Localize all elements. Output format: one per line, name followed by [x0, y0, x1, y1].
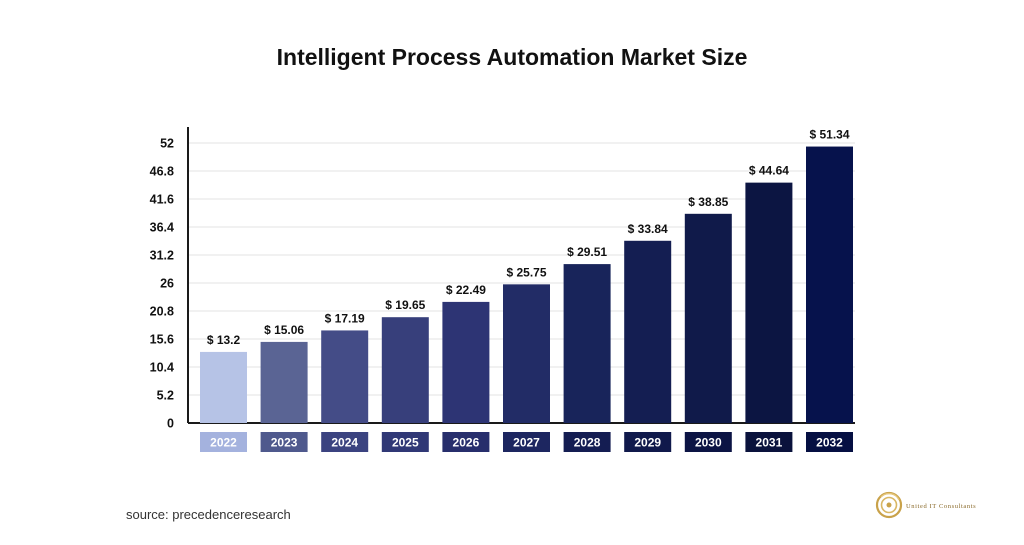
bar	[684, 213, 732, 423]
bar	[381, 317, 429, 423]
bar-value-label: $ 29.51	[567, 245, 607, 259]
bar-value-label: $ 22.49	[446, 283, 486, 297]
x-label-box	[745, 432, 793, 452]
x-tick-label: 2027	[513, 436, 540, 450]
x-tick-label: 2025	[392, 436, 419, 450]
y-tick-label: 41.6	[150, 193, 174, 207]
x-tick-label: 2022	[210, 436, 237, 450]
y-axis: 0 5.2 10.4 15.6 20.8 26 31.2 36.4 41.6 46.8 52	[150, 127, 855, 431]
bar-value-label: $ 33.84	[628, 222, 668, 236]
x-label-box	[503, 432, 550, 452]
bar-value-label: $ 25.75	[506, 265, 546, 279]
bar-value-label: $ 19.65	[385, 298, 425, 312]
bar-value-label: $ 17.19	[325, 311, 365, 325]
bar-value-label: $ 44.64	[749, 164, 789, 178]
source-note: source: precedenceresearch	[126, 507, 291, 522]
x-tick-label: 2028	[574, 436, 601, 450]
x-tick-label: 2030	[695, 436, 722, 450]
bars: $ 13.2 2022 $ 15.06 2023 $ 17.19 2024 $ 19.65 2…	[200, 128, 853, 452]
bar-value-label: $ 38.85	[688, 195, 728, 209]
bar	[321, 330, 369, 423]
x-label-box	[200, 432, 247, 452]
y-tick-label: 15.6	[150, 333, 174, 347]
logo-emblem-icon	[875, 491, 903, 519]
x-tick-label: 2029	[634, 436, 661, 450]
bar	[745, 182, 793, 423]
bar	[806, 146, 853, 424]
bar-value-label: $ 13.2	[207, 333, 241, 347]
x-label-box	[381, 432, 429, 452]
y-tick-label: 52	[160, 137, 174, 151]
x-label-box	[684, 432, 732, 452]
y-tick-label: 10.4	[150, 361, 174, 375]
x-label-box	[806, 432, 853, 452]
y-tick-label: 0	[167, 417, 174, 431]
bar	[503, 284, 550, 423]
x-tick-label: 2023	[271, 436, 298, 450]
x-label-box	[260, 432, 308, 452]
bar	[260, 341, 308, 423]
y-tick-label: 20.8	[150, 305, 174, 319]
x-label-box	[624, 432, 672, 452]
bar	[442, 301, 490, 423]
y-tick-label: 46.8	[150, 165, 174, 179]
chart-title: Intelligent Process Automation Market Si…	[277, 44, 748, 70]
y-tick-label: 5.2	[157, 389, 174, 403]
y-tick-label: 36.4	[150, 221, 174, 235]
logo-wordmark: United IT Consultants	[906, 503, 976, 510]
x-label-box	[442, 432, 490, 452]
x-tick-label: 2026	[453, 436, 480, 450]
bar-value-label: $ 15.06	[264, 323, 304, 337]
bar	[624, 240, 672, 423]
y-tick-label: 31.2	[150, 249, 174, 263]
x-tick-label: 2024	[331, 436, 358, 450]
x-tick-label: 2031	[756, 436, 783, 450]
bar	[200, 351, 247, 423]
bar	[563, 264, 611, 423]
x-label-box	[563, 432, 611, 452]
logo: United IT Consultants	[875, 491, 976, 519]
x-label-box	[321, 432, 369, 452]
y-tick-label: 26	[160, 277, 174, 291]
x-tick-label: 2032	[816, 436, 843, 450]
bar-value-label: $ 51.34	[809, 128, 849, 142]
